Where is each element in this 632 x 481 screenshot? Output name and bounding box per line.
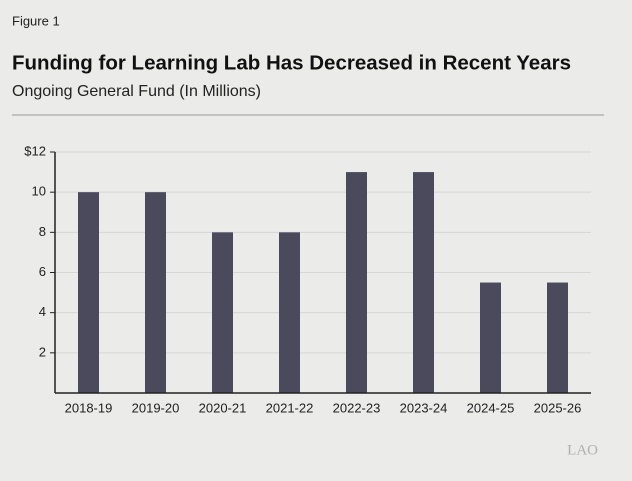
bar	[346, 172, 367, 393]
y-tick-label: 6	[39, 264, 46, 279]
logo: LAO	[567, 442, 598, 458]
x-tick-label: 2018-19	[65, 400, 113, 415]
bar	[413, 172, 434, 393]
bar	[279, 232, 300, 393]
x-tick-label: 2020-21	[199, 400, 247, 415]
x-tick-label: 2023-24	[400, 400, 448, 415]
bar	[145, 192, 166, 393]
bar	[78, 192, 99, 393]
chart-subtitle: Ongoing General Fund (In Millions)	[12, 83, 261, 100]
y-tick-label: 8	[39, 224, 46, 239]
y-tick-label: 2	[39, 344, 46, 359]
x-tick-label: 2021-22	[266, 400, 314, 415]
x-tick-label: 2024-25	[467, 400, 515, 415]
bar	[212, 232, 233, 393]
y-tick-label: 4	[39, 304, 46, 319]
y-tick-label: $12	[24, 143, 46, 158]
x-tick-label: 2022-23	[333, 400, 381, 415]
bar	[547, 282, 568, 393]
x-tick-label: 2025-26	[534, 400, 582, 415]
y-tick-label: 10	[32, 184, 46, 199]
chart-title: Funding for Learning Lab Has Decreased i…	[12, 51, 571, 74]
bar	[480, 282, 501, 393]
x-tick-label: 2019-20	[132, 400, 180, 415]
figure-label: Figure 1	[12, 13, 60, 28]
